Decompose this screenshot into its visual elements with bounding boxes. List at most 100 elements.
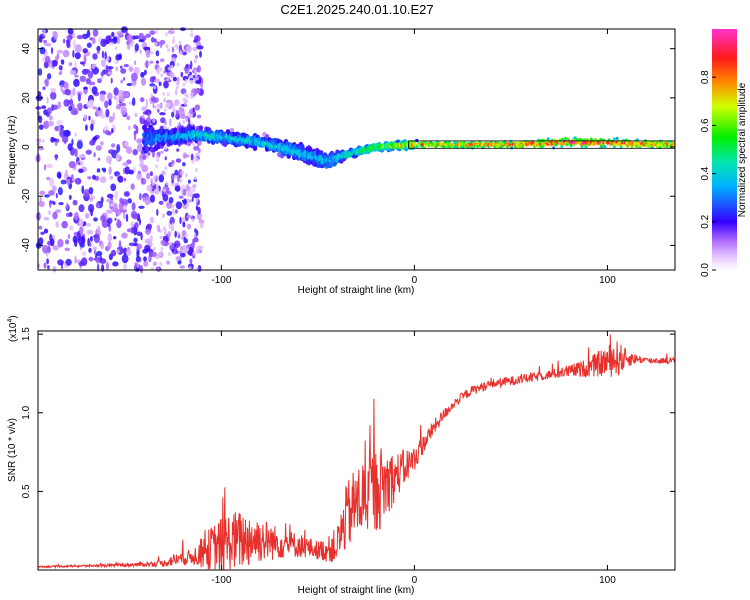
spectrogram-cell — [72, 87, 76, 96]
spectrogram-cell — [92, 53, 98, 60]
spectrogram-cell — [144, 61, 149, 68]
spectrogram-cell — [87, 70, 94, 79]
spectrogram-cell — [89, 37, 93, 41]
spectrogram-cell — [104, 100, 109, 109]
spectrogram-cell — [615, 136, 619, 140]
spectrogram-cell — [154, 41, 158, 46]
spectrogram-cell — [189, 32, 194, 38]
spectrogram-cell — [308, 146, 313, 152]
spectrogram-cell — [67, 233, 71, 240]
spectrogram-cell — [184, 78, 188, 83]
spectrogram-cell — [159, 228, 163, 233]
spectrogram-cell — [162, 91, 166, 96]
spectrogram-cell — [183, 238, 188, 244]
spectrogram-cell — [162, 226, 166, 231]
spectrogram-cell — [195, 198, 199, 203]
spectrogram-cell — [164, 166, 168, 171]
spectrogram-cell — [96, 50, 100, 54]
snr-scale-exponent: 4 — [7, 319, 14, 323]
spectrogram-cell — [141, 164, 149, 173]
spectrogram-cell — [119, 197, 123, 203]
spectrogram-cell — [193, 176, 197, 181]
spectrogram-cell — [49, 200, 56, 204]
spectrogram-cell — [138, 205, 145, 209]
spectrogram-cell — [38, 124, 44, 130]
spectrogram-cell — [83, 114, 88, 122]
spectrogram-cell — [186, 223, 192, 230]
spectrogram-cell — [63, 129, 70, 137]
spectrogram-cell — [100, 176, 107, 184]
spectrogram-cell — [174, 89, 178, 96]
spectrogram-cell — [160, 73, 164, 78]
spectrogram-cell — [97, 157, 101, 161]
spectrogram-cell — [110, 77, 113, 84]
spectrogram-cell — [50, 91, 57, 100]
spectrogram-cell — [113, 87, 119, 96]
colorbar-tick-label: 0.0 — [700, 263, 711, 277]
spectrogram-cell — [108, 149, 115, 155]
spectrogram-cell — [101, 264, 105, 272]
spectrogram-cell — [65, 203, 69, 210]
spectrogram-cell — [65, 169, 68, 177]
spectrogram-cell — [185, 99, 189, 104]
spectrogram-cell — [65, 239, 70, 245]
spectrogram-cell — [146, 172, 151, 180]
spectrogram-cell — [88, 81, 96, 86]
spectrogram-cell — [107, 241, 112, 250]
spectrogram-cell — [149, 76, 155, 83]
spectrogram-y-tick-label: -40 — [21, 238, 32, 253]
spectrogram-cell — [57, 101, 62, 109]
spectrogram-cell — [186, 202, 190, 207]
spectrogram-cell — [183, 154, 190, 158]
spectrogram-cell — [107, 92, 113, 101]
spectrogram-cell — [78, 204, 85, 213]
spectrogram-cell — [109, 175, 114, 180]
spectrogram-cell — [138, 39, 145, 43]
spectrogram-cell — [89, 99, 94, 107]
spectrogram-cell — [131, 72, 138, 82]
spectrogram-y-tick-label: 40 — [21, 43, 32, 55]
spectrogram-cell — [178, 40, 182, 45]
spectrogram-cell — [78, 154, 86, 158]
spectrogram-cell — [76, 103, 80, 109]
spectrogram-cell — [176, 62, 180, 67]
spectrogram-cell — [190, 95, 194, 100]
spectrogram-cell — [64, 89, 71, 96]
spectrogram-cell — [120, 106, 127, 116]
spectrogram-cell — [116, 104, 121, 110]
spectrogram-cell — [159, 67, 163, 72]
spectrogram-cell — [82, 48, 88, 54]
spectrogram-cell — [134, 35, 139, 40]
spectrogram-cell — [197, 140, 202, 146]
spectrogram-cell — [167, 252, 171, 257]
spectrogram-cell — [44, 194, 50, 198]
spectrogram-cell — [99, 258, 107, 264]
spectrogram-cell — [158, 252, 162, 256]
spectrogram-cell — [194, 80, 202, 85]
spectrogram-cell — [111, 128, 114, 134]
spectrogram-cell — [195, 167, 198, 172]
spectrogram-cell — [191, 240, 195, 249]
spectrogram-cell — [171, 222, 174, 230]
spectrogram-cell — [38, 225, 43, 230]
spectrogram-cell — [96, 225, 101, 235]
spectrogram-cell — [123, 191, 130, 197]
spectrogram-cell — [183, 92, 187, 97]
spectrogram-cell — [199, 50, 202, 58]
spectrogram-cell — [60, 84, 64, 93]
snr-scale-prefix: (x10 — [8, 322, 19, 342]
spectrogram-cell — [150, 37, 155, 43]
spectrogram-cell — [151, 219, 155, 224]
spectrogram-cell — [149, 171, 153, 177]
spectrogram-cell — [133, 81, 137, 85]
spectrogram-cell — [152, 104, 155, 109]
spectrogram-cell — [40, 231, 45, 235]
spectrogram-cell — [159, 190, 163, 195]
spectrogram-cell — [101, 50, 105, 59]
spectrogram-cell — [113, 36, 118, 41]
snr-y-tick-label: 1.0 — [21, 405, 32, 419]
spectrogram-cell — [74, 177, 82, 185]
spectrogram-cell — [140, 178, 147, 185]
spectrogram-cell — [105, 155, 113, 164]
spectrogram-cell — [188, 199, 192, 203]
